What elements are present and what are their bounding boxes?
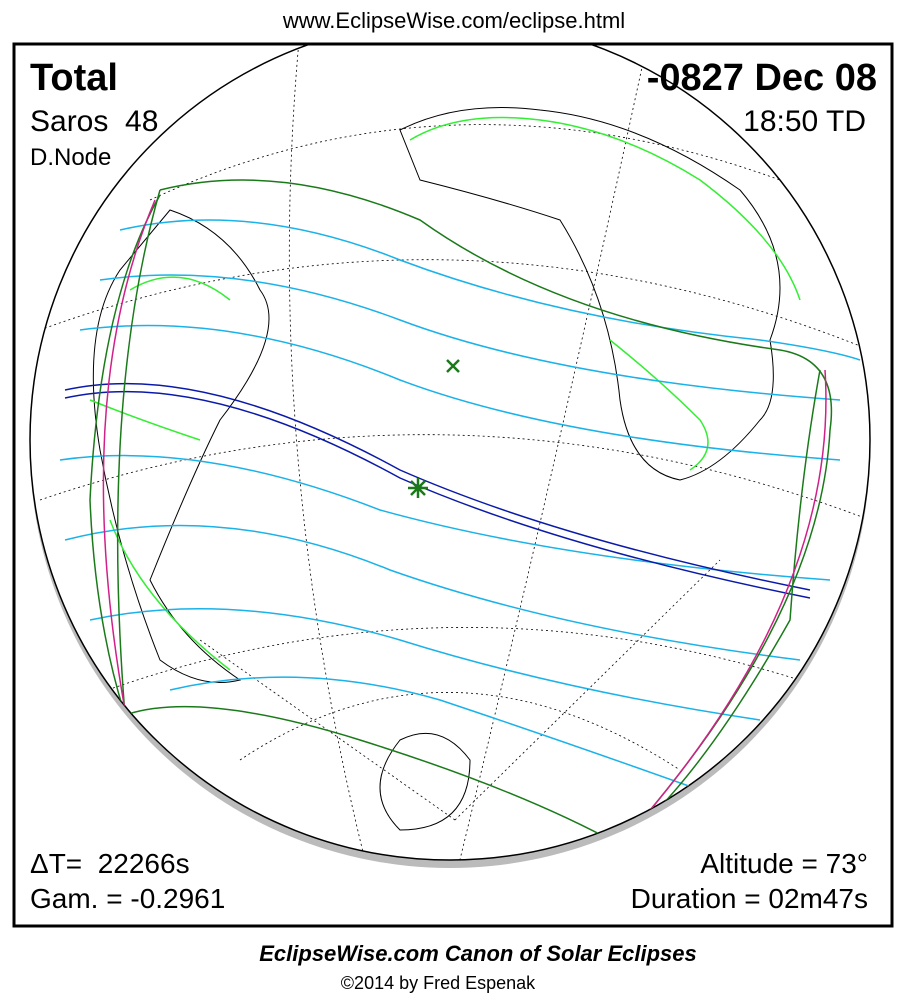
url: www.EclipseWise.com/eclipse.html: [282, 8, 625, 33]
altitude: Altitude = 73°: [700, 848, 868, 879]
gamma: Gam. = -0.2961: [30, 883, 225, 914]
eclipse-type: Total: [30, 57, 118, 99]
eclipse-date: -0827 Dec 08: [647, 57, 877, 99]
saros: Saros 48: [30, 105, 158, 138]
delta-t: ΔT= 22266s: [30, 848, 190, 879]
footer-title: EclipseWise.com Canon of Solar Eclipses: [259, 941, 697, 966]
frame: [12, 42, 894, 928]
node: D.Node: [30, 144, 111, 171]
globe: [29, 44, 871, 868]
time: 18:50 TD: [743, 105, 866, 138]
duration: Duration = 02m47s: [631, 883, 868, 914]
copyright: ©2014 by Fred Espenak: [341, 973, 536, 993]
